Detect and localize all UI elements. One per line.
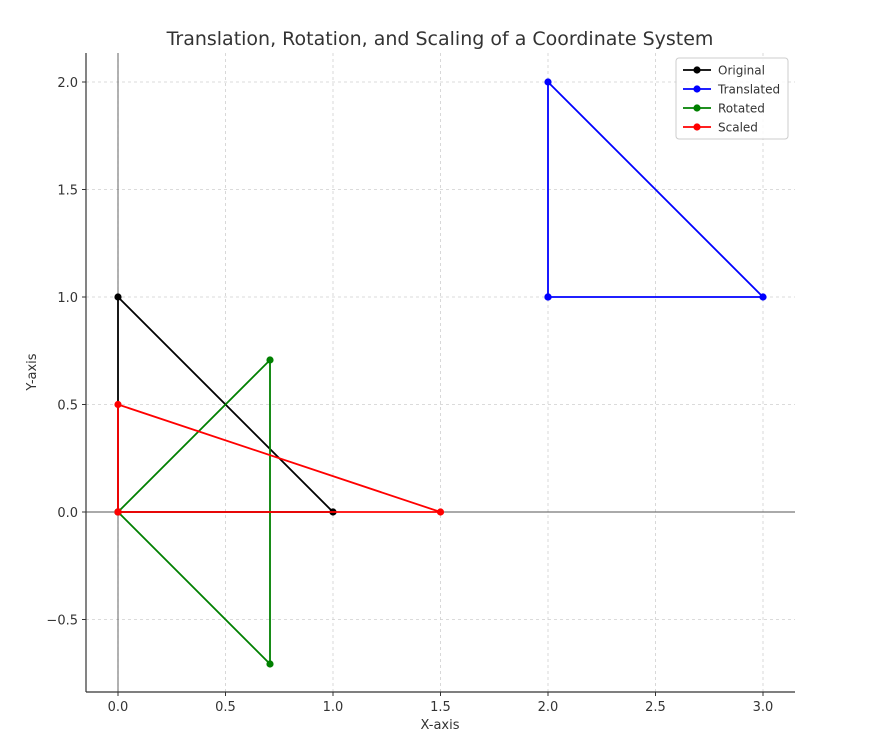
x-axis-ticks: 0.0 0.5 1.0 1.5 2.0 2.5 3.0 bbox=[108, 692, 774, 715]
legend-item-original: Original bbox=[683, 64, 765, 78]
x-tick-label: 0.5 bbox=[215, 700, 236, 715]
data-point bbox=[544, 78, 552, 86]
legend-label: Original bbox=[718, 64, 765, 78]
data-point bbox=[266, 356, 274, 364]
legend-label: Scaled bbox=[718, 121, 758, 135]
y-axis-ticks: −0.5 0.0 0.5 1.0 1.5 2.0 bbox=[46, 76, 86, 629]
data-series bbox=[114, 78, 767, 668]
legend-label: Rotated bbox=[718, 102, 765, 116]
data-point bbox=[759, 293, 767, 301]
legend-item-translated: Translated bbox=[683, 83, 780, 97]
legend-label: Translated bbox=[717, 83, 780, 97]
series-scaled bbox=[114, 400, 445, 516]
legend-item-scaled: Scaled bbox=[683, 121, 758, 135]
data-point bbox=[114, 400, 122, 409]
data-point bbox=[114, 293, 122, 301]
series-translated bbox=[544, 78, 767, 301]
data-point bbox=[266, 660, 274, 668]
legend-item-rotated: Rotated bbox=[683, 102, 765, 116]
x-tick-label: 3.0 bbox=[753, 700, 774, 715]
legend: Original Translated Rotated Scaled bbox=[675, 57, 789, 140]
y-axis-label: Y-axis bbox=[25, 353, 40, 391]
y-tick-label: 2.0 bbox=[57, 76, 78, 91]
y-tick-label: 0.0 bbox=[57, 506, 78, 521]
y-tick-label: −0.5 bbox=[46, 614, 78, 629]
x-tick-label: 0.0 bbox=[108, 700, 129, 715]
y-tick-label: 1.0 bbox=[57, 291, 78, 306]
x-tick-label: 2.5 bbox=[645, 700, 666, 715]
y-tick-label: 1.5 bbox=[57, 184, 78, 199]
data-point bbox=[544, 293, 552, 301]
data-point bbox=[114, 508, 122, 516]
x-axis-label: X-axis bbox=[421, 718, 460, 733]
legend-marker-icon bbox=[693, 85, 701, 93]
data-point bbox=[436, 508, 445, 516]
x-tick-label: 2.0 bbox=[538, 700, 559, 715]
x-tick-label: 1.0 bbox=[323, 700, 344, 715]
legend-marker-icon bbox=[693, 123, 701, 131]
legend-marker-icon bbox=[693, 66, 701, 74]
legend-marker-icon bbox=[693, 104, 701, 112]
x-tick-label: 1.5 bbox=[430, 700, 451, 715]
legend-box bbox=[675, 57, 789, 140]
y-tick-label: 0.5 bbox=[57, 399, 78, 414]
chart-title: Translation, Rotation, and Scaling of a … bbox=[166, 28, 714, 50]
